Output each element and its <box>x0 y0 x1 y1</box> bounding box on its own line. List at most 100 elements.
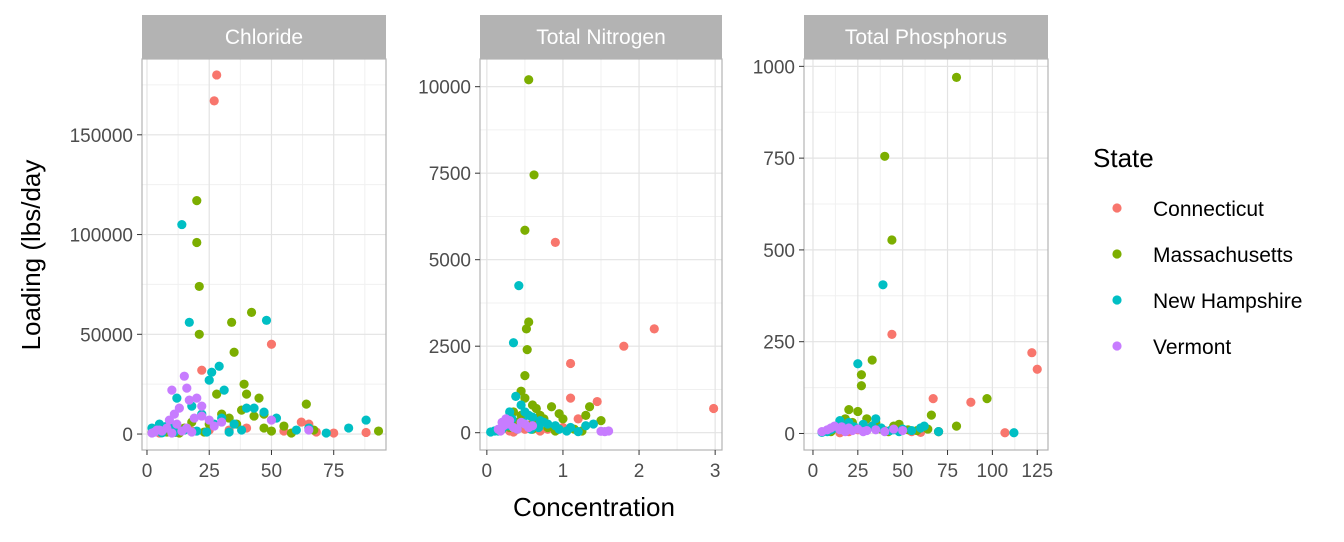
data-point <box>554 424 564 434</box>
data-point <box>926 410 936 420</box>
data-point <box>172 393 182 403</box>
data-point <box>304 425 314 435</box>
data-point <box>898 425 908 436</box>
data-point <box>172 419 182 429</box>
data-point <box>856 370 867 380</box>
y-axis-title: Loading (lbs/day <box>16 160 46 351</box>
x-tick-label: 125 <box>1021 461 1053 482</box>
data-point <box>373 426 384 436</box>
data-point <box>192 393 202 403</box>
data-point <box>261 315 272 325</box>
data-point <box>508 338 519 348</box>
data-point <box>527 412 538 422</box>
data-point <box>249 411 259 421</box>
data-point <box>558 414 568 424</box>
data-point <box>844 405 854 415</box>
data-point <box>219 385 229 395</box>
data-point <box>543 419 553 429</box>
data-point <box>259 423 269 433</box>
data-point <box>546 402 557 412</box>
x-tick-label: 100 <box>977 461 1009 482</box>
data-point <box>928 394 938 404</box>
data-point <box>204 375 214 385</box>
data-point <box>966 397 976 407</box>
data-point <box>266 339 277 349</box>
data-point <box>197 401 207 411</box>
y-tick-label: 0 <box>784 424 795 445</box>
data-point <box>194 281 204 292</box>
x-tick-label: 3 <box>710 461 721 482</box>
data-point <box>709 403 719 414</box>
data-point <box>259 407 269 417</box>
data-point <box>531 403 541 414</box>
data-point <box>344 423 354 433</box>
data-point <box>982 394 992 404</box>
data-point <box>951 421 962 431</box>
data-point <box>565 393 576 403</box>
data-point <box>837 422 847 432</box>
data-point <box>871 425 881 435</box>
data-point <box>573 427 583 437</box>
data-point <box>167 385 177 395</box>
data-point <box>511 391 521 401</box>
data-point <box>241 389 252 399</box>
data-point <box>581 410 591 420</box>
data-point <box>239 379 249 389</box>
data-point <box>241 403 252 413</box>
data-point <box>907 425 917 436</box>
legend-key <box>1112 249 1122 259</box>
data-point <box>853 359 863 369</box>
data-point <box>562 426 572 436</box>
data-point <box>177 219 187 230</box>
data-point <box>179 371 189 381</box>
y-tick-label: 0 <box>460 424 471 445</box>
x-tick-label: 0 <box>142 461 153 482</box>
y-tick-label: 7500 <box>429 164 471 185</box>
y-tick-label: 250 <box>763 333 795 354</box>
data-point <box>254 393 264 403</box>
data-point <box>209 96 219 106</box>
data-point <box>224 427 234 437</box>
data-point <box>246 307 257 317</box>
data-point <box>867 355 877 365</box>
y-tick-label: 100000 <box>70 226 133 247</box>
y-tick-label: 0 <box>122 425 133 446</box>
data-point <box>1027 348 1037 358</box>
data-point <box>550 237 560 247</box>
legend-title: State <box>1093 143 1154 173</box>
legend-key <box>1112 341 1122 351</box>
x-axis-title: Concentration <box>513 492 675 522</box>
data-point <box>520 371 530 381</box>
y-tick-label: 50000 <box>80 325 133 346</box>
data-point <box>596 415 606 426</box>
data-point <box>167 428 177 438</box>
facet-title: Total Phosphorus <box>845 26 1007 49</box>
data-point <box>524 422 534 433</box>
data-point <box>169 409 179 419</box>
data-point <box>184 317 194 327</box>
data-point <box>361 427 371 438</box>
y-tick-label: 500 <box>763 241 795 262</box>
legend-key <box>1112 203 1122 213</box>
data-point <box>1000 428 1010 438</box>
data-point <box>951 72 962 82</box>
legend-label: Connecticut <box>1153 198 1264 221</box>
data-point <box>192 237 202 248</box>
data-point <box>214 361 224 371</box>
data-point <box>880 151 890 161</box>
y-tick-label: 2500 <box>429 337 471 358</box>
y-tick-label: 5000 <box>429 251 471 272</box>
data-point <box>301 399 311 409</box>
data-point <box>229 347 239 357</box>
data-point <box>207 367 217 377</box>
data-point <box>524 75 534 85</box>
data-point <box>524 317 534 327</box>
data-point <box>619 341 629 351</box>
data-point <box>157 426 167 436</box>
data-point <box>521 324 532 334</box>
data-point <box>321 428 331 438</box>
legend-key <box>1112 295 1122 305</box>
data-point <box>209 421 219 431</box>
data-point <box>871 414 881 424</box>
legend-label: New Hampshire <box>1153 290 1302 313</box>
